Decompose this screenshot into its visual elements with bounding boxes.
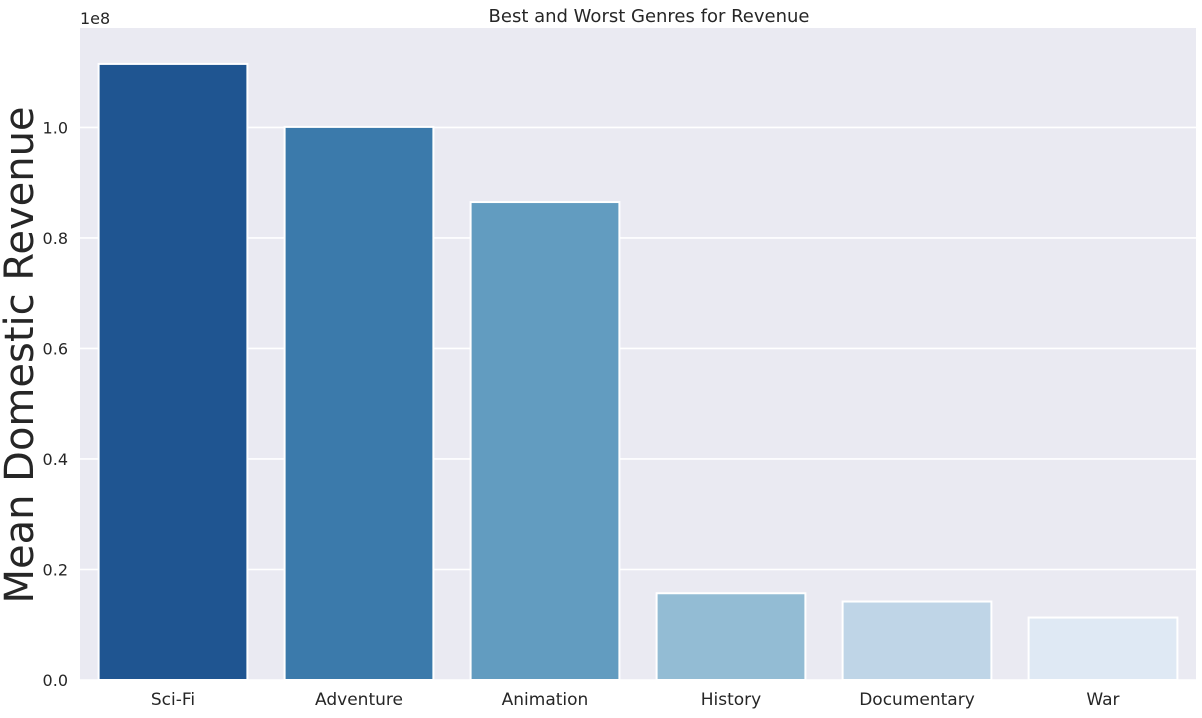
y-axis-label: Mean Domestic Revenue [0,106,43,603]
y-tick-label: 0.0 [43,671,68,690]
plot-area [80,28,1196,680]
y-tick-label: 0.8 [43,229,68,248]
x-axis-ticks: Sci-Fi Adventure Animation History Documenta… [151,690,1120,710]
y-tick-label: 0.6 [43,339,68,358]
bar-sci-fi [97,62,249,681]
x-tick-label: History [701,690,761,710]
bars [97,62,1179,682]
x-tick-label: Animation [502,690,589,710]
y-axis-offset-label: 1e8 [80,9,110,28]
y-axis-ticks: 0.0 0.2 0.4 0.6 0.8 1.0 [43,118,68,690]
x-tick-label: Adventure [315,690,403,710]
x-tick-label: War [1086,690,1119,710]
y-tick-label: 1.0 [43,118,68,137]
x-tick-label: Documentary [859,690,975,710]
bar-history [655,592,807,682]
gridlines [80,126,1196,681]
bar-war [1027,616,1179,681]
bar-documentary [841,600,993,682]
bar-adventure [283,125,435,681]
y-tick-label: 0.2 [43,560,68,579]
chart-title: Best and Worst Genres for Revenue [489,6,810,27]
x-tick-label: Sci-Fi [151,690,195,710]
y-tick-label: 0.4 [43,450,68,469]
bar-animation [469,201,621,681]
